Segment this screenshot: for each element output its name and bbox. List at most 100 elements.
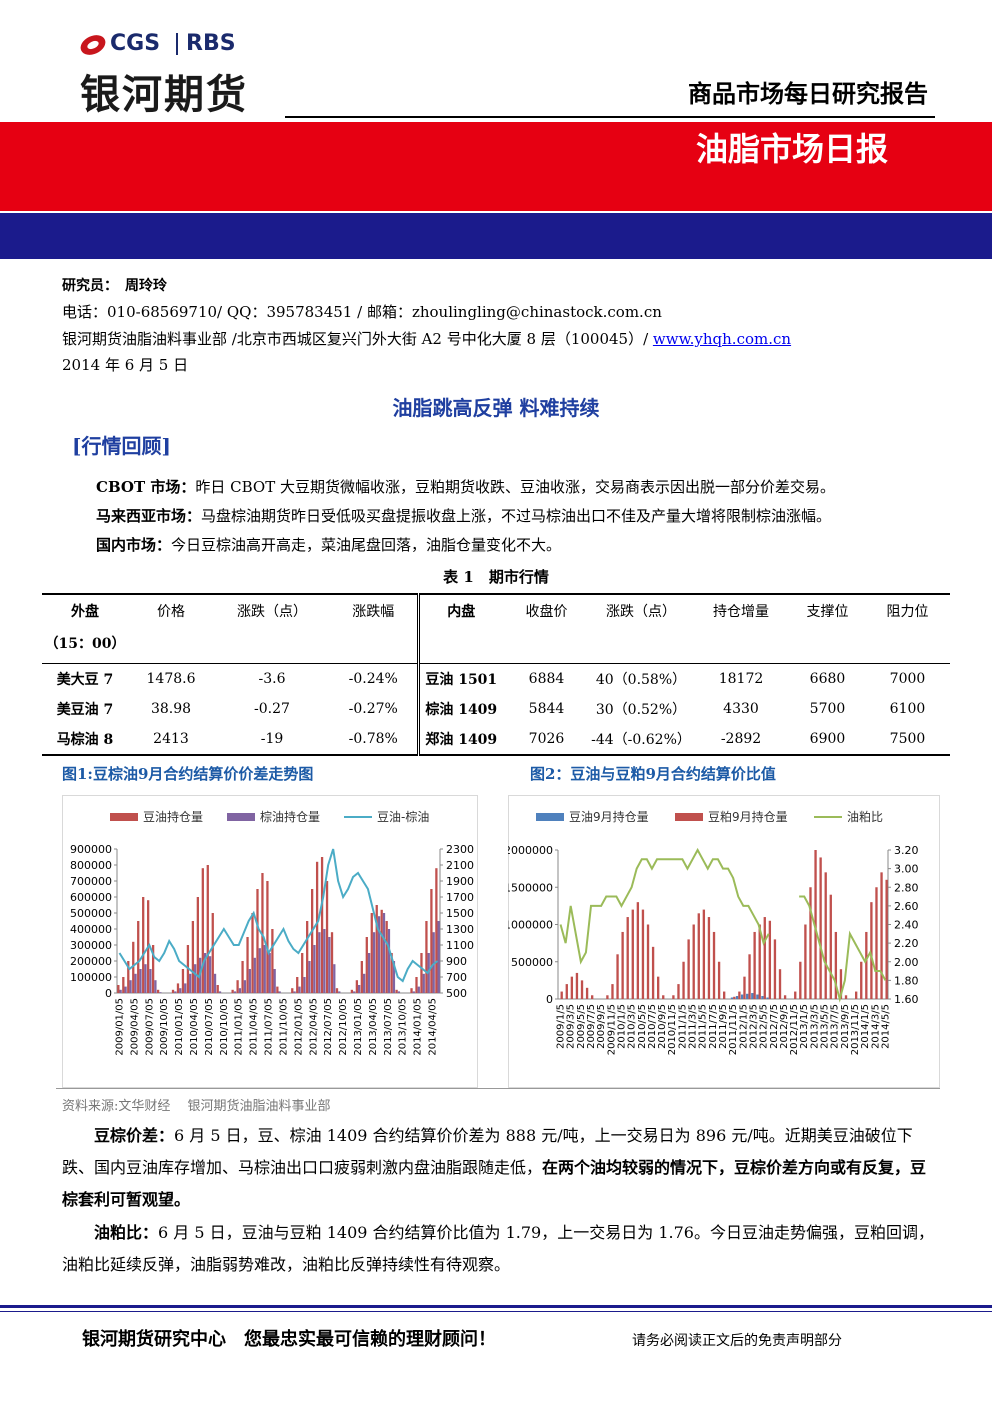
legend-swatch	[227, 813, 255, 821]
table-caption: 表 1 期市行情	[443, 568, 549, 586]
table-cell: 2413	[153, 731, 189, 747]
table-cell: -3.6	[258, 671, 286, 687]
logo-cn: 银河期货	[80, 72, 248, 118]
y2-tick-label: 1300	[446, 923, 474, 936]
bar	[303, 977, 306, 993]
y2-tick-label: 2100	[446, 859, 474, 872]
bar	[338, 991, 341, 993]
bar	[880, 872, 883, 999]
website[interactable]: www.yhqh.com.cn	[652, 330, 792, 348]
x-tick-label: 2009/7/5	[586, 1004, 597, 1049]
y-tick-label: 200000	[70, 955, 112, 968]
table-header-cell: 收盘价	[503, 594, 590, 664]
x-tick-label: 2012/01/05	[293, 998, 304, 1056]
review-paragraph: CBOT 市场：昨日 CBOT 大豆期货微幅收涨，豆粕期货收跌、豆油收涨，交易商…	[96, 476, 835, 497]
table-cell: 6680	[809, 671, 846, 687]
table-cell: 马棕油 8	[56, 732, 114, 748]
x-tick-label: 2011/1/5	[677, 1004, 688, 1049]
bar	[350, 989, 354, 993]
bar	[216, 985, 219, 993]
bar	[218, 991, 222, 993]
y2-tick-label: 900	[446, 955, 467, 968]
red-banner	[0, 122, 992, 211]
bar	[682, 961, 685, 999]
bar	[320, 857, 324, 993]
logo-separator	[176, 33, 178, 55]
line-series	[118, 848, 439, 983]
analysis-paragraph: 豆棕价差：6 月 5 日，豆、棕油 1409 合约结算价价差为 888 元/吨，…	[62, 1120, 934, 1216]
header-label: 支撑位	[806, 604, 849, 620]
table-cell: 38.98	[150, 701, 192, 717]
bar	[794, 991, 797, 999]
x-tick-label: 2012/3/5	[748, 1004, 759, 1049]
table-row: 美大豆 7 1478.6 -3.6 -0.24% 豆油 1501 6884 40（0.58%…	[42, 663, 950, 694]
header-label: 内盘	[447, 604, 476, 620]
table-header-cell: 价格	[128, 594, 214, 664]
bar	[410, 988, 413, 993]
table-cell: -44（-0.62%）	[591, 732, 691, 748]
bar	[687, 939, 690, 999]
bar	[641, 909, 645, 999]
bar	[870, 902, 873, 999]
bar	[139, 969, 142, 993]
bar	[692, 924, 695, 999]
bar	[422, 973, 425, 993]
table-cell: -0.27	[254, 701, 290, 717]
bar	[174, 991, 177, 993]
bar	[181, 969, 185, 993]
x-tick-label: 2010/10/05	[219, 998, 230, 1056]
bar	[395, 989, 398, 993]
y2-tick-label: 2.40	[894, 919, 919, 932]
footer-rule	[0, 1305, 992, 1308]
x-tick-label: 2009/01/05	[114, 998, 125, 1056]
logo-en: CGS	[110, 31, 161, 56]
y2-tick-label: 1100	[446, 939, 474, 952]
x-tick-label: 2011/01/05	[234, 998, 245, 1056]
y2-tick-label: 3.20	[894, 844, 919, 857]
x-tick-label: 2012/11/5	[789, 1004, 800, 1055]
bar	[746, 993, 749, 999]
y2-tick-label: 1700	[446, 891, 474, 904]
bar	[717, 961, 721, 999]
review-paragraph: 国内市场：今日豆棕油高开高走，菜油尾盘回落，油脂仓量变化不大。	[96, 534, 561, 555]
bar	[753, 931, 756, 999]
y2-tick-label: 2.80	[894, 881, 919, 894]
x-tick-label: 2009/07/05	[144, 998, 155, 1056]
address-line: 银河期货油脂油料事业部 /北京市西城区复兴门外大街 A2 号中化大厦 8 层（1…	[62, 328, 791, 349]
x-tick-label: 2010/1/5	[616, 1004, 627, 1049]
analysis-emphasis: 在两个油均较弱的情况下，豆棕价差方向或有反复，豆棕套利可暂观望。	[62, 1158, 927, 1209]
x-tick-label: 2011/5/5	[698, 1004, 709, 1049]
table-cell: 5700	[809, 701, 846, 717]
table-cell: 棕油 1409	[416, 694, 503, 724]
x-tick-label: 2009/04/05	[129, 998, 140, 1056]
y-tick-label: 700000	[70, 875, 112, 888]
bar	[137, 921, 140, 993]
bar	[748, 954, 751, 999]
y-tick-label: 0	[546, 993, 553, 1006]
bar	[171, 989, 175, 993]
table-row: 马棕油 8 2413 -19 -0.78% 郑油 1409 7026 -44（-0.62%）…	[42, 724, 950, 755]
x-tick-label: 2011/04/05	[249, 998, 260, 1056]
bar	[273, 969, 276, 993]
bar	[560, 991, 563, 999]
bar	[367, 953, 371, 993]
author-name: 周玲玲	[125, 278, 167, 294]
header-label: 涨跌（点）	[237, 604, 307, 620]
bar	[382, 913, 386, 993]
bar	[585, 987, 589, 999]
source: 资料来源:文华财经 银河期货油脂油料事业部	[62, 1099, 331, 1114]
review-paragraph: 马来西亚市场：马盘棕油期货昨日受低吸买盘提振收盘上涨，不过马棕油出口不佳及产量大…	[96, 505, 831, 526]
bar	[142, 897, 145, 993]
bar	[291, 988, 294, 993]
bar	[783, 995, 787, 999]
analysis-paragraph: 油粕比：6 月 5 日，豆油与豆粕 1409 合约结算价比值为 1.79，上一交…	[62, 1217, 934, 1281]
section-title: [行情回顾]	[72, 434, 171, 458]
table-row: 美豆油 7 38.98 -0.27 -0.27% 棕油 1409 5844 30（0.52%…	[42, 694, 950, 724]
bar	[723, 991, 726, 999]
table-cell: 郑油 1409	[416, 724, 503, 755]
x-tick-label: 2010/01/05	[174, 998, 185, 1056]
table-cell: 7000	[889, 671, 926, 687]
quote-table: 外盘 （15：00） 价格 涨跌（点） 涨跌幅 内盘 收盘价 涨跌（点） 持仓增量 支撑位 阻力位美…	[42, 593, 950, 756]
x-tick-label: 2010/07/05	[204, 998, 215, 1056]
bar	[256, 889, 259, 993]
